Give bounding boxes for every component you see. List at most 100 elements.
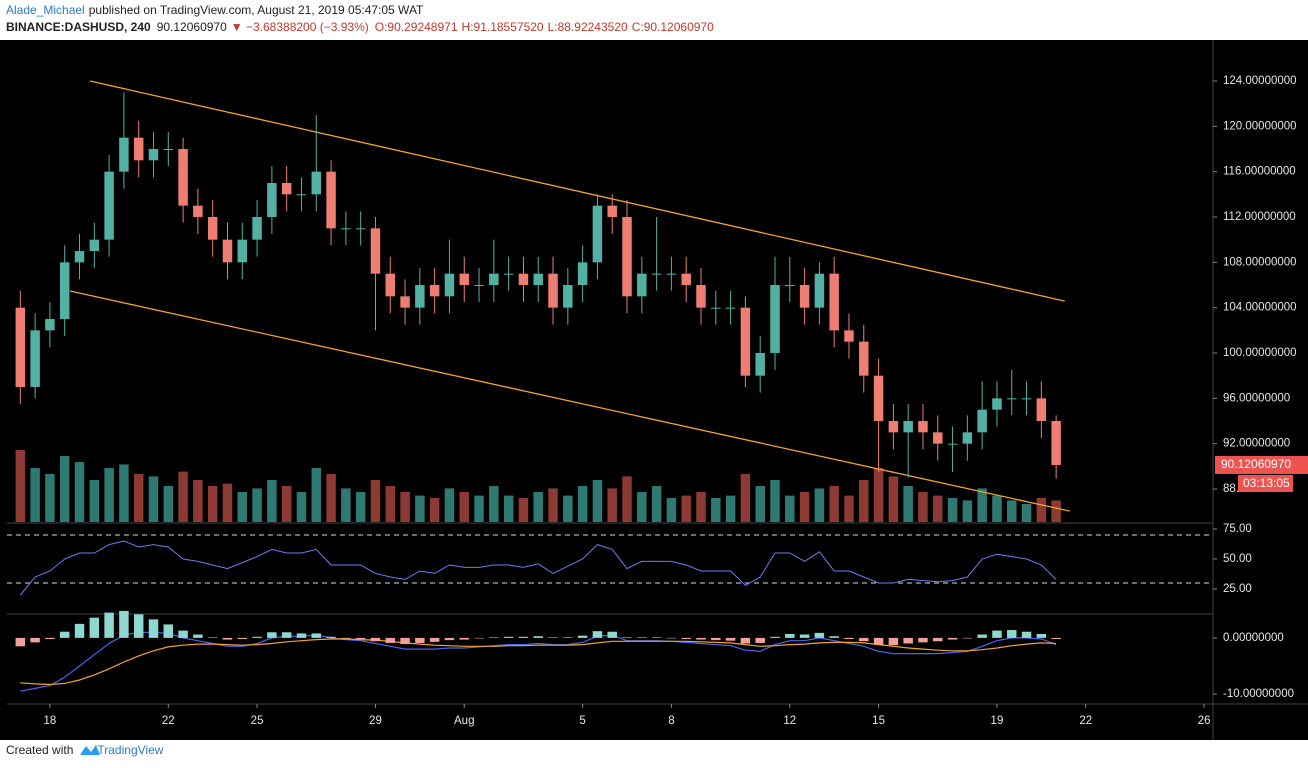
volume-bar [770,480,780,522]
candle-body [1021,398,1032,400]
indicator-line [20,638,1057,686]
volume-bar [104,468,114,522]
candle-body [104,171,114,240]
candle-body [785,285,795,287]
histogram-bar [962,637,973,639]
footer-brand[interactable]: TradingView [97,743,163,757]
histogram-bar [888,637,899,646]
published: published on TradingView.com, August 21,… [89,3,424,17]
countdown-label: 03:13:05 [1243,476,1290,490]
candle-body [489,273,499,286]
histogram-bar [148,619,159,638]
candle-body [918,421,928,433]
histogram-bar [89,617,100,638]
volume-bar [385,486,395,522]
volume-bar [444,488,455,522]
candle-body [607,205,617,217]
volume-bar [947,498,958,522]
volume-bar [962,500,973,522]
candle-body [622,216,632,297]
quote: H:91.18557520 [462,20,544,34]
histogram-bar [237,637,248,640]
x-tick-label: 5 [579,715,585,727]
histogram-bar [933,637,943,642]
volume-bar [178,471,188,522]
author[interactable]: Alade_Michael [6,3,85,17]
candle-body [1007,398,1017,400]
candle-body [133,137,144,161]
candle-body [947,443,958,445]
volume-bar [474,495,484,522]
volume-bar [222,483,233,522]
volume-bar [370,480,381,522]
histogram-bar [637,637,647,638]
volume-bar [903,486,913,522]
histogram-bar [666,637,677,639]
x-tick-label: 18 [44,715,57,727]
y-tick-label: 124.00000000 [1223,75,1297,87]
histogram-bar [385,637,395,643]
histogram-bar [296,633,307,638]
candle-body [577,262,588,286]
x-tick-label: 22 [1079,715,1092,727]
candle-body [311,171,322,195]
quote: C:90.12060970 [632,20,714,34]
candle-body [992,398,1002,410]
quote: O:90.29248971 [375,20,458,34]
last-price: 90.12060970 [157,20,227,34]
volume-bar [637,492,647,522]
candle-body [1051,421,1061,465]
histogram-bar [844,637,854,640]
histogram-bar [370,637,381,642]
histogram-bar [785,633,795,638]
volume-bar [45,474,55,522]
x-tick-label: Aug [454,715,474,727]
volume-bar [237,492,248,522]
y-tick-label: 104.00000000 [1223,302,1297,314]
candle-body [459,273,469,286]
volume-bar [252,488,262,522]
histogram-bar [459,637,469,640]
histogram-bar [725,637,736,641]
candle-body [533,273,543,286]
candle-body [755,353,765,376]
histogram-bar [947,637,958,640]
histogram-bar [829,636,839,638]
candle-body [518,273,529,286]
histogram-bar [252,636,262,638]
candle-body [666,273,677,275]
volume-bar [281,486,292,522]
histogram-bar [711,637,721,641]
histogram-bar [518,636,529,638]
histogram-bar [1007,630,1017,638]
volume-bar [163,486,174,522]
volume-bar [518,498,529,522]
histogram-bar [977,634,987,638]
histogram-bar [622,637,632,638]
brand-logo [80,745,100,755]
price-label: 90.12060970 [1221,457,1291,471]
histogram-bar [548,637,558,638]
histogram-bar [651,637,662,638]
volume-bar [429,498,440,522]
histogram-bar [355,637,366,640]
histogram-bar [193,634,203,638]
candle-body [873,375,884,422]
y-tick-label: 116.00000000 [1223,166,1296,178]
histogram-bar [755,637,765,643]
histogram-bar [178,630,188,638]
histogram-bar [681,637,691,640]
histogram-bar [474,637,484,639]
histogram-bar [326,636,336,638]
candle-body [563,285,573,308]
volume-bar [607,488,617,522]
candle-body [119,137,129,172]
candle-body [829,273,839,331]
candle-body [252,216,262,240]
volume-bar [1036,498,1047,522]
histogram-bar [563,637,573,638]
histogram-bar [222,637,233,640]
candle-body [429,285,440,297]
y-tick-label: 92.00000000 [1223,438,1290,450]
volume-bar [933,495,943,522]
